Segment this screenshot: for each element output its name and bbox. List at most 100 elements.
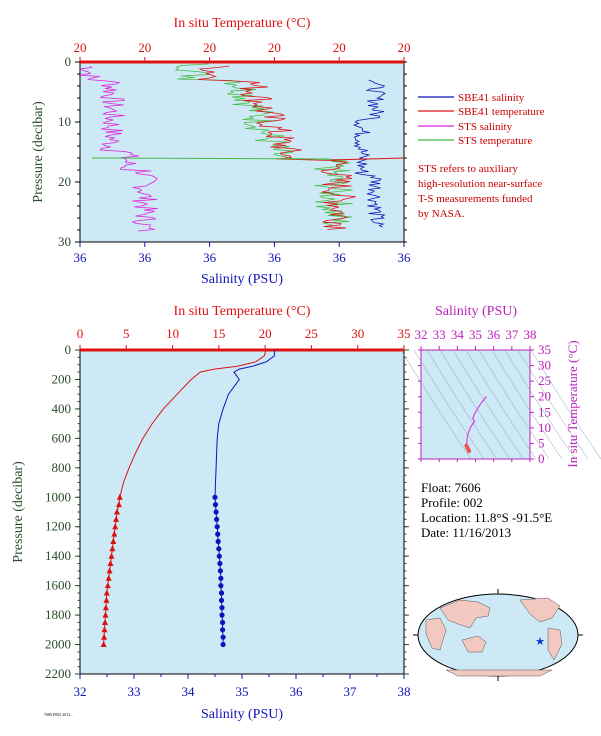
density-contour xyxy=(413,349,485,460)
top-temp-tick-label: 20 xyxy=(268,40,281,55)
ts-temperature-tick-label: 30 xyxy=(538,358,551,373)
top-traces xyxy=(78,63,405,232)
map-continents xyxy=(425,597,563,677)
map-land-south-america xyxy=(547,627,563,661)
ts-salinity-tick-label: 38 xyxy=(524,327,537,342)
temperature-sample-marker xyxy=(103,589,110,596)
float-info: Float: 7606 Profile: 002 Location: 11.8°… xyxy=(421,480,552,540)
salinity-profile-line xyxy=(214,350,275,498)
sbe41-salinity-trace-noisy xyxy=(352,79,386,228)
top-sal-tick-label: 36 xyxy=(398,250,412,265)
main-traces xyxy=(100,349,275,648)
top-pressure-tick-label: 20 xyxy=(58,174,71,189)
main-pressure-tick-label: 0 xyxy=(65,342,72,357)
temperature-sample-marker xyxy=(104,582,111,589)
profile-number: Profile: 002 xyxy=(421,495,483,510)
temperature-sample-marker xyxy=(116,493,123,500)
main-temperature-axis-label: In situ Temperature (°C) xyxy=(174,304,311,319)
sts-temperature-trace xyxy=(174,63,353,227)
temperature-sample-marker xyxy=(106,567,113,574)
main-footnote: 7606 P002 2013... xyxy=(44,712,73,717)
top-sal-tick-label: 36 xyxy=(203,250,217,265)
temperature-sample-marker xyxy=(108,552,115,559)
main-temperature-tick-label: 15 xyxy=(212,326,225,341)
main-temperature-tick-label: 30 xyxy=(351,326,364,341)
sts-note-line-4: by NASA. xyxy=(418,208,465,220)
main-temperature-tick-label: 0 xyxy=(77,326,84,341)
ts-temperature-tick-label: 25 xyxy=(538,373,551,388)
temperature-sample-marker xyxy=(103,596,110,603)
salinity-sample-marker xyxy=(218,583,224,589)
temperature-sample-marker xyxy=(102,604,109,611)
top-sal-tick-label: 36 xyxy=(138,250,152,265)
temperature-sample-marker xyxy=(101,626,108,633)
temperature-sample-marker xyxy=(112,523,119,530)
main-pressure-axis-label: Pressure (decibar) xyxy=(11,461,26,563)
legend-label-sts-temperature: STS temperature xyxy=(458,135,532,147)
salinity-sample-marker xyxy=(214,516,220,523)
top-sal-tick-label: 36 xyxy=(74,250,88,265)
legend: SBE41 salinity SBE41 temperature STS sal… xyxy=(418,92,545,147)
legend-item-sbe41-salinity: SBE41 salinity xyxy=(418,92,525,104)
top-pressure-tick-label: 30 xyxy=(58,234,71,249)
ts-temperature-axis-label: In situ Temperature (°C) xyxy=(565,340,580,467)
main-salinity-tick-label: 36 xyxy=(290,684,304,699)
top-panel: 20 20 20 20 20 20 36 36 36 36 36 36 0 10 20 30 In situ … xyxy=(31,16,411,287)
float-number: Float: 7606 xyxy=(421,480,481,495)
ts-deep-sample xyxy=(467,449,472,454)
sbe41-temperature-trace-noisy xyxy=(197,65,356,230)
ts-salinity-tick-label: 36 xyxy=(487,327,501,342)
main-salinity-tick-label: 32 xyxy=(74,684,87,699)
legend-label-sbe41-temperature: SBE41 temperature xyxy=(458,106,545,118)
salinity-sample-marker xyxy=(220,634,226,640)
ts-salinity-axis-label: Salinity (PSU) xyxy=(435,304,517,319)
salinity-sample-marker xyxy=(213,509,219,515)
salinity-sample-marker xyxy=(215,531,221,537)
temperature-sample-marker xyxy=(113,515,120,522)
ts-temperature-tick-label: 20 xyxy=(538,389,551,404)
map-land-asia xyxy=(439,599,491,629)
temperature-sample-marker xyxy=(100,641,107,647)
sts-temperature-jump xyxy=(91,157,331,160)
top-axes: 20 20 20 20 20 20 36 36 36 36 36 36 0 10 20 30 xyxy=(58,40,411,265)
density-contour xyxy=(426,349,498,460)
salinity-sample-marker xyxy=(220,641,226,648)
temperature-profile-line xyxy=(119,349,267,498)
salinity-sample-marker xyxy=(218,597,225,604)
main-temperature-tick-label: 20 xyxy=(259,326,272,341)
salinity-sample-marker xyxy=(218,590,225,596)
ts-temperature-tick-label: 35 xyxy=(538,342,551,357)
temperature-sample-marker xyxy=(105,574,112,581)
ts-salinity-tick-label: 37 xyxy=(505,327,519,342)
density-contour xyxy=(465,349,537,460)
top-pressure-axis-label: Pressure (decibar) xyxy=(31,101,46,203)
legend-item-sbe41-temperature: SBE41 temperature xyxy=(418,106,545,118)
salinity-sample-marker xyxy=(216,553,222,559)
top-salinity-axis-label: Salinity (PSU) xyxy=(201,272,283,287)
sts-salinity-trace xyxy=(78,65,158,232)
top-temperature-axis-label: In situ Temperature (°C) xyxy=(174,16,311,31)
world-map: ★ xyxy=(413,589,583,681)
main-salinity-tick-label: 34 xyxy=(182,684,196,699)
legend-item-sts-temperature: STS temperature xyxy=(418,135,532,147)
ts-salinity-tick-label: 32 xyxy=(415,327,428,342)
density-contour xyxy=(478,349,550,460)
salinity-sample-marker xyxy=(218,575,224,581)
sbe41-temperature-jump xyxy=(329,157,405,161)
main-pressure-tick-label: 1200 xyxy=(45,519,71,534)
salinity-sample-marker xyxy=(212,502,219,508)
density-contour xyxy=(400,349,472,460)
main-pressure-tick-label: 600 xyxy=(52,430,72,445)
main-temperature-tick-label: 5 xyxy=(123,326,130,341)
main-pressure-tick-label: 2200 xyxy=(45,666,71,681)
ts-salinity-tick-label: 35 xyxy=(469,327,482,342)
main-salinity-axis-label: Salinity (PSU) xyxy=(201,707,283,722)
temperature-sample-marker xyxy=(102,619,108,625)
map-land-antarctica xyxy=(445,669,553,677)
main-salinity-tick-label: 38 xyxy=(398,684,411,699)
temperature-sample-marker xyxy=(111,530,118,537)
map-land-north-america xyxy=(519,597,561,623)
